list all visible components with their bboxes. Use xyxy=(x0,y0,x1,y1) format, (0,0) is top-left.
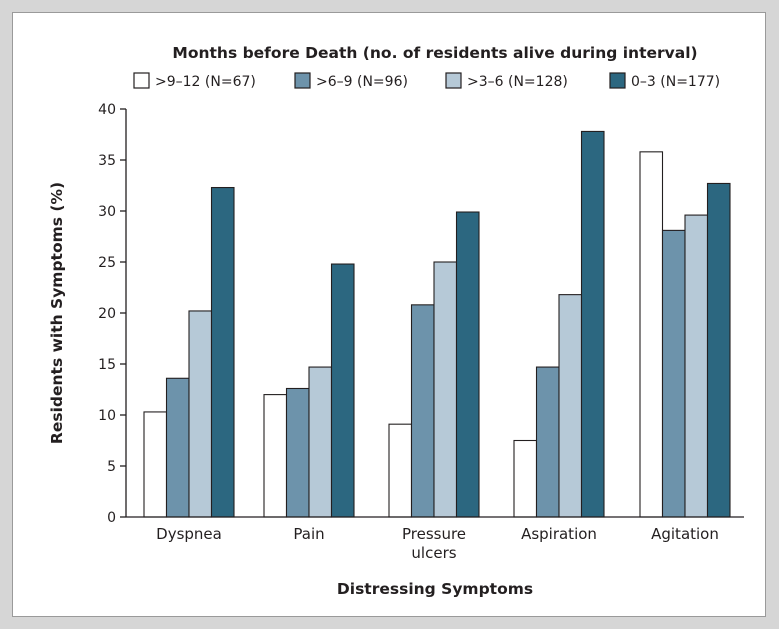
bar xyxy=(639,151,664,518)
legend: >9–12 (N=67) >6–9 (N=96) >3–6 (N=128) 0–3 (… xyxy=(133,72,720,90)
legend-label: >9–12 (N=67) xyxy=(155,74,256,90)
y-tick-label: 10 xyxy=(98,408,116,424)
x-category-label: Dyspnea xyxy=(156,525,222,543)
legend-label: 0–3 (N=177) xyxy=(631,74,720,90)
y-axis: 0 5 10 15 20 25 30 35 40 xyxy=(98,102,127,526)
legend-label: >3–6 (N=128) xyxy=(467,74,568,90)
bar xyxy=(285,387,310,518)
x-axis-title: Distressing Symptoms xyxy=(337,580,533,598)
bar xyxy=(513,439,538,518)
bar xyxy=(580,130,605,518)
legend-swatch xyxy=(133,72,150,89)
legend-label: >6–9 (N=96) xyxy=(316,74,408,90)
y-tick-label: 5 xyxy=(107,459,116,475)
bar xyxy=(684,214,709,518)
y-tick-label: 40 xyxy=(98,102,116,118)
legend-title: Months before Death (no. of residents al… xyxy=(172,44,697,62)
legend-swatch xyxy=(609,72,626,89)
x-category-label: Pressure xyxy=(402,525,466,543)
bar xyxy=(388,423,413,518)
legend-swatch xyxy=(445,72,462,89)
y-tick-label: 30 xyxy=(98,204,116,220)
bars xyxy=(143,130,731,518)
y-tick-label: 20 xyxy=(98,306,116,322)
bar xyxy=(263,394,288,518)
legend-swatch xyxy=(294,72,311,89)
bar xyxy=(210,186,235,518)
x-category-label: Aspiration xyxy=(521,525,597,543)
bar xyxy=(308,366,333,518)
y-tick-label: 25 xyxy=(98,255,116,271)
y-tick-label: 0 xyxy=(107,510,116,526)
bar xyxy=(410,304,435,518)
x-category-label: Agitation xyxy=(651,525,719,543)
x-category-label: Pain xyxy=(293,525,324,543)
bar xyxy=(165,377,190,518)
x-category-label: ulcers xyxy=(411,544,456,562)
y-tick-label: 15 xyxy=(98,357,116,373)
bar xyxy=(143,411,168,518)
bar xyxy=(706,182,731,518)
bar xyxy=(188,310,213,518)
bar xyxy=(433,261,458,518)
bar xyxy=(455,211,480,518)
y-tick-label: 35 xyxy=(98,153,116,169)
bar xyxy=(661,229,686,518)
bar xyxy=(558,294,583,518)
bar xyxy=(535,366,560,518)
y-axis-title: Residents with Symptoms (%) xyxy=(48,182,66,444)
bar xyxy=(330,263,355,518)
